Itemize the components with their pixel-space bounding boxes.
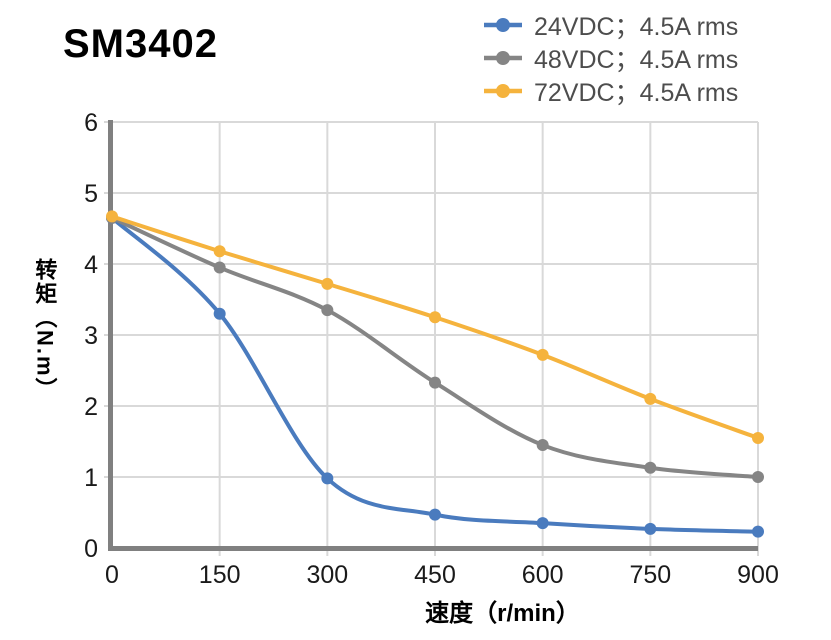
legend-item-48vdc: 48VDC；4.5A rms	[483, 43, 738, 74]
x-tick-label: 450	[414, 561, 456, 589]
data-point-marker-72vdc	[536, 348, 549, 361]
legend-label-24vdc: 24VDC；4.5A rms	[534, 12, 739, 41]
data-point-marker-48vdc	[213, 261, 226, 274]
data-point-marker-24vdc	[213, 307, 226, 320]
data-point-marker-24vdc	[752, 525, 764, 538]
y-tick-label: 1	[84, 464, 98, 492]
y-tick-label: 6	[84, 109, 98, 137]
data-point-marker-24vdc	[536, 517, 549, 530]
x-axis-label: 速度（r/min）	[425, 600, 580, 627]
legend-label-72vdc: 72VDC；4.5A rms	[534, 78, 739, 107]
data-point-marker-24vdc	[321, 472, 334, 485]
data-point-marker-72vdc	[106, 210, 118, 223]
y-tick-label: 3	[84, 322, 98, 350]
data-point-marker-48vdc	[536, 439, 549, 452]
legend-marker-24vdc	[484, 17, 522, 32]
data-point-marker-72vdc	[213, 245, 226, 258]
x-tick-label: 900	[737, 561, 779, 589]
page-title: SM3402	[63, 22, 218, 66]
data-point-marker-48vdc	[752, 471, 764, 483]
data-point-marker-48vdc	[321, 304, 334, 317]
x-tick-label: 300	[306, 561, 348, 589]
data-point-marker-72vdc	[752, 431, 764, 444]
x-tick-label: 750	[629, 561, 671, 589]
legend-marker-72vdc	[484, 83, 522, 98]
x-tick-label: 0	[105, 561, 119, 589]
data-point-marker-48vdc	[644, 461, 657, 474]
legend-item-24vdc: 24VDC；4.5A rms	[483, 10, 738, 41]
data-point-marker-72vdc	[429, 311, 441, 324]
legend-dot	[496, 50, 510, 65]
y-tick-label: 4	[84, 251, 98, 279]
legend: 24VDC；4.5A rms 48VDC；4.5A rms 72VDC；4.5A r…	[483, 10, 738, 109]
data-point-marker-24vdc	[644, 522, 657, 535]
legend-label-48vdc: 48VDC；4.5A rms	[534, 45, 739, 74]
data-point-marker-72vdc	[644, 392, 657, 405]
y-tick-label: 0	[84, 535, 98, 563]
legend-item-72vdc: 72VDC；4.5A rms	[483, 76, 738, 107]
legend-marker-48vdc	[484, 50, 522, 65]
x-tick-label: 600	[522, 561, 564, 589]
y-tick-label: 2	[84, 393, 98, 421]
legend-dot	[496, 83, 510, 98]
y-axis-label: 转矩（N.m）	[32, 258, 58, 402]
y-tick-label: 5	[84, 180, 98, 208]
data-point-marker-48vdc	[429, 376, 441, 389]
x-tick-label: 150	[199, 561, 241, 589]
legend-dot	[496, 17, 510, 32]
data-point-marker-72vdc	[321, 277, 334, 290]
data-point-marker-24vdc	[429, 508, 441, 521]
